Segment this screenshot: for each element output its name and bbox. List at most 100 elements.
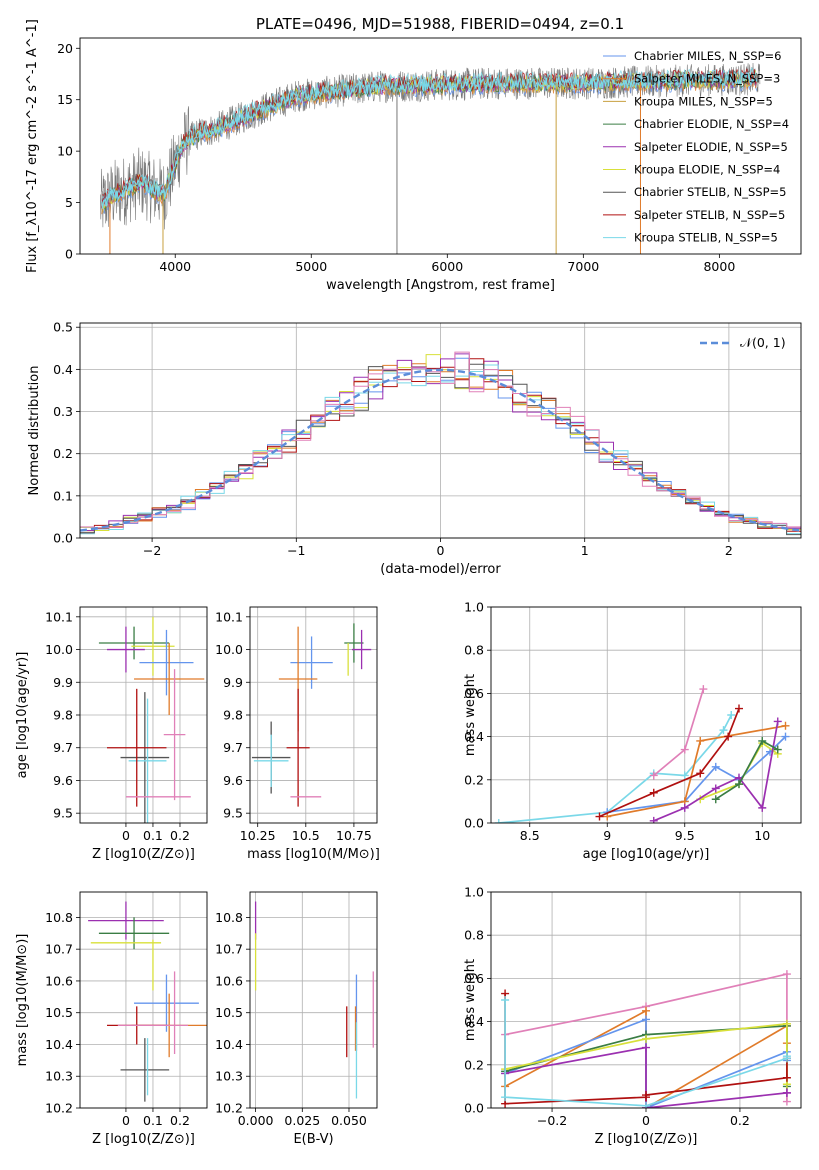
y-tick-label: 10.1: [45, 609, 73, 624]
x-axis-label: Z [log10(Z/Z⊙)]: [595, 1132, 698, 1147]
weight-marker: [758, 803, 767, 812]
x-tick-label: −2: [143, 543, 161, 558]
weight-marker: [642, 1091, 650, 1100]
legend: 𝒩(0, 1): [700, 335, 786, 350]
y-tick-label: 9.7: [223, 740, 243, 755]
y-tick-label: 10.5: [215, 1005, 243, 1020]
weight-line: [715, 739, 779, 800]
x-tick-label: 0.2: [730, 1113, 750, 1128]
y-tick-label: 0.4: [464, 729, 484, 744]
weight-marker: [699, 685, 708, 694]
weight-marker: [680, 745, 689, 754]
y-tick-label: 10.5: [45, 1005, 73, 1020]
y-tick-label: 10.0: [45, 642, 73, 657]
axes-mass-vs-Z: 0 0.1 0.2 10.2 10.3 10.4 10.5 10.6 10.7 10.8 Z [lo…: [15, 891, 208, 1147]
y-tick-label: 10.6: [45, 973, 73, 988]
y-tick-label: 9.6: [53, 773, 73, 788]
y-tick-label: 0.6: [464, 971, 484, 986]
y-tick-label: 10.8: [215, 910, 243, 925]
y-tick-label: 9.5: [223, 806, 243, 821]
x-tick-label: −0.2: [537, 1113, 567, 1128]
y-tick-label: 9.6: [223, 773, 243, 788]
weight-marker: [724, 732, 733, 741]
y-tick-label: 10.3: [45, 1069, 73, 1084]
weight-marker: [680, 803, 689, 812]
weight-marker: [782, 1097, 791, 1106]
y-tick-label: 10.1: [215, 609, 243, 624]
weight-marker: [727, 711, 736, 719]
weight-marker: [758, 736, 767, 745]
weight-marker: [782, 1088, 791, 1097]
legend-label: Salpeter MILES, N_SSP=3: [634, 72, 780, 86]
y-tick-label: 10.7: [45, 942, 73, 957]
x-tick-label: 5000: [295, 259, 327, 274]
errorbar-point: [253, 734, 289, 787]
y-tick-label: 9.8: [223, 708, 243, 723]
legend-label: Chabrier STELIB, N_SSP=5: [634, 185, 786, 199]
weight-marker: [782, 970, 791, 979]
model-spectrum-line: [101, 72, 758, 209]
x-tick-label: 9: [603, 828, 611, 843]
weight-marker: [782, 1073, 791, 1082]
legend-label: Salpeter STELIB, N_SSP=5: [634, 208, 785, 222]
legend-label: Kroupa MILES, N_SSP=5: [634, 94, 773, 108]
plot-area-age-vs-Z: [98, 616, 205, 823]
x-axis-label: Z [log10(Z/Z⊙)]: [92, 847, 195, 862]
axes-mass-weight-vs-Z: −0.2 0 0.2 0.0 0.2 0.4 0.6 0.8 1.0 Z [log10(Z/Z⊙)…: [463, 885, 802, 1147]
errorbar-point: [120, 1038, 170, 1102]
y-tick-label: 10.2: [215, 1101, 243, 1116]
y-axis-label: mass [log10(M/M⊙)]: [15, 934, 30, 1067]
x-tick-label: 0.2: [170, 1113, 190, 1128]
plot-area-mass-weight-vs-age: [494, 685, 790, 823]
weight-marker: [696, 736, 705, 745]
y-tick-label: 0.2: [464, 772, 484, 787]
axes-frame: [249, 891, 378, 1109]
y-tick-label: 10.2: [45, 1101, 73, 1116]
x-axis-label: age [log10(age/yr)]: [583, 847, 710, 862]
errorbar-point: [286, 688, 310, 807]
plot-area-residuals: [80, 351, 801, 536]
plot-area-age-vs-mass: [251, 623, 372, 807]
weight-marker: [642, 1101, 650, 1108]
y-tick-label: 9.7: [53, 740, 73, 755]
x-axis-label: Z [log10(Z/Z⊙)]: [92, 1132, 195, 1147]
x-axis-label: wavelength [Angstrom, rest frame]: [326, 278, 555, 293]
errorbar-point: [134, 974, 199, 1032]
plot-area-spectrum: [100, 62, 761, 254]
legend-label: Salpeter ELODIE, N_SSP=5: [634, 140, 788, 154]
legend-label: 𝒩(0, 1): [740, 335, 786, 350]
x-tick-label: 1: [581, 543, 589, 558]
axes-frame: [79, 322, 802, 539]
axes-mass-vs-EBV: 0.000 0.025 0.050 10.2 10.3 10.4 10.5 10.6 10.7 1…: [215, 891, 378, 1147]
errorbar-point: [107, 688, 167, 807]
weight-marker: [642, 1034, 650, 1043]
x-tick-label: 0: [642, 1113, 650, 1128]
weight-marker: [711, 795, 720, 804]
y-tick-label: 0.0: [464, 816, 484, 831]
weight-marker: [501, 1093, 510, 1102]
y-tick-label: 0.2: [53, 446, 73, 461]
weight-marker: [781, 721, 790, 730]
errorbar-point: [131, 616, 175, 676]
x-tick-label: 0.025: [284, 1113, 320, 1128]
weight-marker: [649, 788, 658, 797]
axes-frame: [79, 606, 208, 824]
weight-marker: [642, 1015, 650, 1024]
axes-mass-weight-vs-age: 8.5 9 9.5 10 0.0 0.2 0.4 0.6 0.8 1.0 age [log10(ag…: [463, 600, 802, 862]
x-tick-label: −1: [287, 543, 305, 558]
y-tick-label: 10.4: [45, 1037, 73, 1052]
y-tick-label: 9.8: [53, 708, 73, 723]
weight-marker: [782, 1052, 791, 1061]
y-tick-label: 0.6: [464, 686, 484, 701]
axes-frame: [490, 891, 802, 1109]
y-tick-label: 9.9: [223, 675, 243, 690]
y-tick-label: 0.1: [53, 488, 73, 503]
weight-line: [653, 721, 779, 822]
y-tick-label: 0.0: [464, 1101, 484, 1116]
weight-marker: [494, 819, 503, 823]
y-tick-label: 0.4: [53, 362, 73, 377]
plot-area-mass-vs-EBV: [254, 901, 374, 1099]
x-tick-label: 8000: [703, 259, 735, 274]
x-tick-label: 0: [122, 828, 130, 843]
